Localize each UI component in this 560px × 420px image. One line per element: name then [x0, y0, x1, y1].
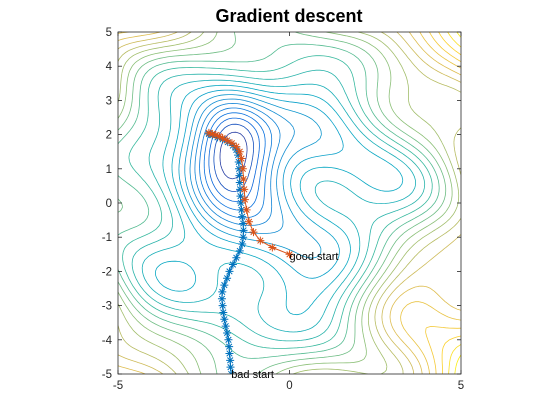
- y-tick-label: 5: [106, 27, 112, 39]
- series-1-point: [238, 240, 247, 249]
- series-1-point: [223, 328, 232, 337]
- annotations-layer: good start bad start: [231, 251, 338, 381]
- contour-level: [141, 79, 416, 333]
- series-2-point: [232, 142, 241, 151]
- plot-area: [118, 32, 461, 374]
- x-tick-label: -5: [113, 380, 123, 392]
- contour-level: [184, 94, 322, 259]
- series-2-point: [237, 154, 246, 163]
- contour-level: [178, 89, 344, 279]
- series-1-point: [234, 151, 243, 160]
- contour-level: [131, 69, 426, 342]
- contour-level: [425, 32, 461, 374]
- contour-level: [118, 32, 461, 374]
- series-layer: [204, 128, 294, 374]
- y-tick-label: -2: [102, 266, 112, 278]
- y-tick-label: -3: [102, 301, 112, 313]
- series-2-point: [242, 205, 251, 214]
- contour-level: [194, 103, 281, 226]
- series-2-point: [215, 132, 224, 141]
- series-1-point: [218, 287, 227, 296]
- contour-level: [118, 32, 461, 374]
- series-2-point: [249, 228, 258, 237]
- series-1-point: [236, 199, 245, 207]
- series-2-point: [240, 195, 249, 204]
- series-1-point: [239, 233, 248, 242]
- series-1-point: [239, 226, 248, 235]
- series-2-point: [218, 134, 227, 143]
- contour-level: [208, 117, 260, 202]
- series-1-point: [236, 192, 245, 201]
- series-2-point: [239, 175, 248, 184]
- series-2-point: [208, 129, 217, 138]
- series-2-point: [211, 130, 220, 139]
- series-2-point: [204, 128, 213, 137]
- series-1-point: [226, 363, 235, 372]
- series-2-point: [223, 136, 232, 145]
- contour-level: [203, 112, 266, 211]
- x-tick-label: 5: [458, 380, 464, 392]
- y-tick-label: -4: [102, 335, 113, 347]
- annotation-label: good start: [290, 251, 339, 263]
- y-tick-label: -5: [102, 369, 112, 381]
- y-tick-label: 0: [106, 198, 112, 210]
- contour-level: [189, 98, 295, 234]
- y-tick-label: 2: [106, 130, 112, 142]
- series-2-point: [285, 250, 294, 259]
- x-tick-label: 0: [286, 380, 292, 392]
- contour-level: [447, 32, 461, 374]
- y-tick-label: -1: [102, 232, 112, 244]
- series-2-point: [268, 243, 277, 252]
- series-1-point: [217, 294, 226, 303]
- contour-level: [122, 55, 433, 349]
- axis-ticks: -5 0 5 -5 -4 -3 -2 -1 0 1 2 3 4 5: [102, 27, 464, 392]
- series-1-point: [238, 212, 247, 221]
- series-1-point: [221, 322, 230, 331]
- series-2-point: [240, 185, 249, 194]
- series-1-point: [226, 356, 235, 365]
- series-2-point: [238, 164, 247, 173]
- contour-level: [118, 32, 460, 374]
- series-1-point: [228, 141, 237, 150]
- annotation-label: bad start: [231, 369, 274, 381]
- series-1-point: [236, 185, 245, 194]
- series-2-point: [235, 147, 244, 156]
- series-1-point: [225, 342, 234, 351]
- series-1-point: [239, 219, 248, 228]
- contour-level: [118, 32, 447, 374]
- y-tick-label: 1: [106, 164, 112, 176]
- series-1-point: [228, 260, 237, 269]
- series-1-point: [225, 267, 234, 276]
- series-1-point: [219, 308, 228, 317]
- series-2-point: [256, 236, 265, 245]
- series-1-point: [235, 171, 244, 180]
- series-1-point: [223, 274, 232, 283]
- series-2-point: [227, 139, 236, 148]
- contour-level: [118, 32, 453, 374]
- series-1-point: [235, 178, 244, 187]
- series-1-point: [234, 157, 243, 166]
- chart-title: Gradient descent: [215, 6, 362, 26]
- series-1-point: [235, 246, 244, 255]
- series-1-point: [220, 281, 229, 290]
- series-1-point: [225, 349, 234, 358]
- series-1-point: [223, 138, 232, 147]
- contour-level: [118, 32, 461, 374]
- series-1-point: [224, 335, 233, 344]
- contour-level: [118, 43, 440, 359]
- series-1-point: [220, 315, 229, 324]
- y-tick-label: 3: [106, 95, 112, 107]
- series-2-point: [245, 217, 254, 226]
- series-1-point: [218, 301, 227, 310]
- contour-level: [199, 107, 273, 219]
- series-1-point: [232, 253, 241, 262]
- y-tick-label: 4: [106, 61, 113, 73]
- contour-level: [155, 84, 404, 316]
- series-1-point: [237, 205, 246, 214]
